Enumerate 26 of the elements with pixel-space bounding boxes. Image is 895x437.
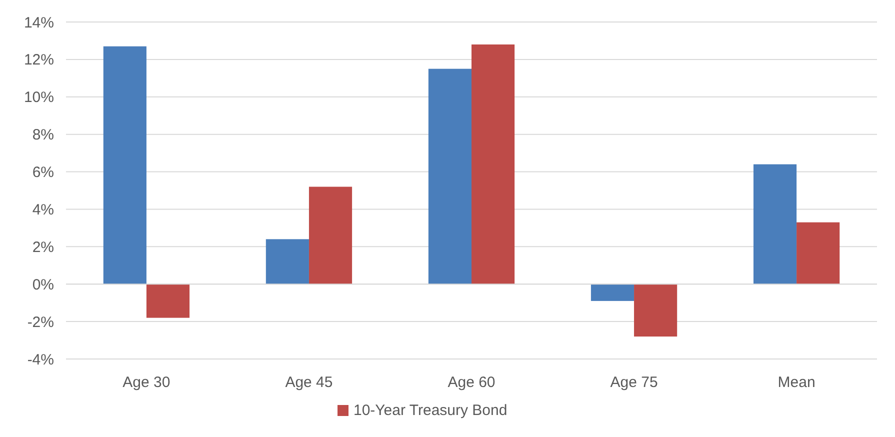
- x-tick-label: Age 30: [122, 374, 170, 391]
- x-tick-label: Age 60: [448, 374, 496, 391]
- bar: [103, 46, 146, 284]
- y-tick-label: 14%: [24, 14, 54, 32]
- y-tick-label: 2%: [32, 238, 54, 256]
- y-tick-label: 0%: [32, 276, 54, 294]
- bar: [590, 284, 634, 301]
- bar: [428, 68, 472, 284]
- y-tick-label: -2%: [27, 314, 54, 331]
- bar: [472, 44, 515, 284]
- y-tick-label: 10%: [24, 89, 54, 106]
- legend-label: 10-Year Treasury Bond: [354, 402, 508, 419]
- bar: [753, 164, 797, 284]
- x-tick-label: Age 45: [285, 374, 333, 391]
- bar: [796, 222, 840, 284]
- y-tick-label: -4%: [27, 351, 54, 368]
- bar: [308, 186, 352, 284]
- x-tick-label: Age 75: [610, 374, 658, 391]
- y-tick-label: 8%: [32, 126, 54, 144]
- y-tick-label: 4%: [32, 201, 54, 218]
- y-tick-label: 12%: [24, 52, 54, 69]
- bar: [266, 239, 309, 284]
- y-tick-label: 6%: [32, 164, 54, 182]
- bar: [634, 284, 678, 337]
- x-tick-label: Mean: [778, 374, 816, 391]
- bar: [146, 284, 190, 318]
